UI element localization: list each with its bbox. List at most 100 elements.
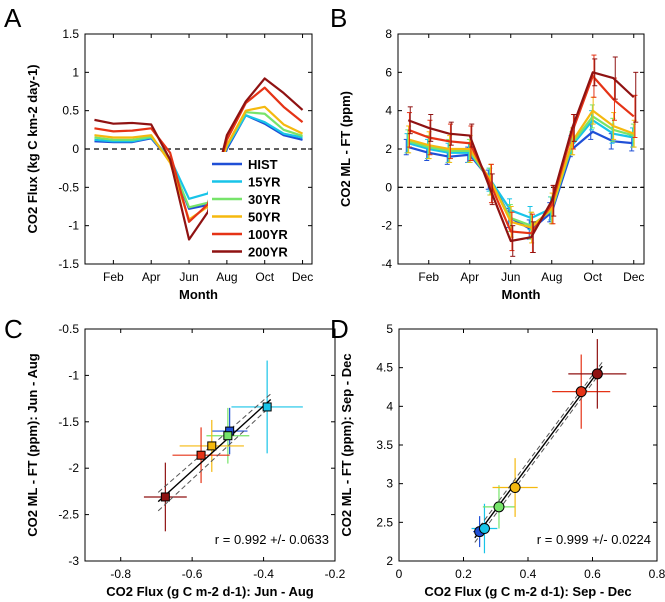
series-15yr bbox=[404, 110, 636, 230]
plot-frame-D bbox=[398, 328, 658, 562]
series-line bbox=[94, 111, 303, 209]
x-tick-label: -0.2 bbox=[325, 567, 346, 581]
legend: HIST 15YR 30YR 50YR 100YR 200YR bbox=[208, 152, 308, 260]
y-tick-label: 0 bbox=[72, 142, 79, 156]
marker-200yr bbox=[591, 368, 603, 380]
plot-frame-C bbox=[84, 328, 336, 562]
x-tick-label: -0.4 bbox=[253, 567, 274, 581]
y-tick-label: -3 bbox=[68, 554, 79, 568]
x-axis-label: Month bbox=[179, 287, 218, 302]
correlation-annotation: r = 0.999 +/- 0.0224 bbox=[537, 532, 651, 547]
series-line bbox=[407, 109, 635, 229]
y-tick-label: 4.5 bbox=[376, 361, 393, 375]
y-tick-label: -0.5 bbox=[58, 322, 79, 336]
y-tick-label: -2 bbox=[381, 219, 392, 233]
marker-30yr bbox=[493, 501, 505, 513]
y-tick-label: -1 bbox=[68, 219, 79, 233]
y-axis-label: CO2 ML - FT (ppm): Jun - Aug bbox=[25, 353, 40, 536]
panel-a-chart: 1.5 1 0.5 0 -0.5 -1 -1.5 Feb Apr Jun Aug Oct Dec Mont… bbox=[25, 27, 313, 302]
y-tick-label: 0 bbox=[385, 180, 392, 194]
y-tick-label: 8 bbox=[385, 27, 392, 41]
legend-label: 100YR bbox=[248, 227, 288, 242]
series-100yr bbox=[94, 86, 304, 223]
correlation-annotation: r = 0.992 +/- 0.0633 bbox=[215, 532, 329, 547]
series-15yr bbox=[94, 114, 303, 200]
series-line bbox=[94, 77, 304, 241]
series-line bbox=[94, 114, 303, 200]
y-tick-label: -2 bbox=[68, 461, 79, 475]
fit-confidence-line bbox=[157, 405, 272, 512]
x-tick-label: Feb bbox=[418, 270, 439, 284]
legend-label: HIST bbox=[248, 157, 278, 172]
y-axis-label: CO2 ML - FT (ppm) bbox=[338, 91, 353, 207]
y-tick-label: -1 bbox=[68, 368, 79, 382]
legend-box bbox=[208, 152, 308, 260]
y-tick-label: 2.5 bbox=[376, 515, 393, 529]
x-tick-label: 0.4 bbox=[520, 567, 537, 581]
y-tick-label: 0.5 bbox=[62, 104, 79, 118]
series-200yr bbox=[407, 56, 639, 257]
series-line bbox=[407, 119, 634, 220]
series-30yr bbox=[94, 111, 303, 209]
series-line bbox=[407, 71, 635, 243]
x-tick-label: Dec bbox=[623, 270, 644, 284]
x-tick-label: Aug bbox=[541, 270, 562, 284]
legend-label: 50YR bbox=[248, 210, 281, 225]
x-axis-label: CO2 Flux (g C m-2 d-1): Jun - Aug bbox=[106, 584, 314, 599]
y-tick-label: 4 bbox=[386, 399, 393, 413]
x-tick-label: Feb bbox=[103, 270, 124, 284]
x-tick-label: Jun bbox=[179, 270, 198, 284]
y-tick-label: -4 bbox=[381, 257, 392, 271]
y-tick-label: -1.5 bbox=[58, 415, 79, 429]
y-tick-label: 3 bbox=[386, 477, 393, 491]
x-tick-label: Jun bbox=[501, 270, 520, 284]
x-tick-label: Dec bbox=[292, 270, 313, 284]
marker-200yr bbox=[160, 492, 170, 502]
marker-30yr bbox=[223, 431, 233, 441]
fit-confidence-line bbox=[474, 369, 603, 543]
series-line bbox=[407, 115, 635, 227]
y-tick-label: 6 bbox=[385, 65, 392, 79]
marker-100yr bbox=[196, 450, 206, 460]
y-tick-label: -1.5 bbox=[58, 257, 79, 271]
y-axis-label: CO2 ML - FT (ppm): Sep - Dec bbox=[339, 353, 354, 536]
y-tick-label: 4 bbox=[385, 104, 392, 118]
legend-label: 200YR bbox=[248, 245, 288, 260]
x-axis-label: Month bbox=[502, 287, 541, 302]
y-axis-label: CO2 Flux (kg C km-2 day-1) bbox=[25, 64, 40, 233]
x-tick-label: 0.2 bbox=[455, 567, 472, 581]
y-tick-label: 3.5 bbox=[376, 438, 393, 452]
marker-50yr bbox=[509, 482, 521, 494]
fit-line bbox=[157, 399, 272, 503]
marker-15yr bbox=[478, 523, 490, 535]
legend-label: 15YR bbox=[248, 175, 281, 190]
panel-d-chart: 5 4.5 4 3.5 3 2.5 20 0.2 0.4 0.6 0.8 CO2 Flux (g C … bbox=[339, 322, 665, 599]
x-tick-label: 0.8 bbox=[649, 567, 665, 581]
x-tick-label: 0.6 bbox=[584, 567, 601, 581]
legend-label: 30YR bbox=[248, 192, 281, 207]
x-tick-label: -0.6 bbox=[182, 567, 203, 581]
series-100yr bbox=[406, 54, 638, 253]
x-tick-label: 0 bbox=[396, 567, 403, 581]
series-50yr bbox=[406, 96, 637, 244]
x-tick-label: Oct bbox=[583, 270, 602, 284]
y-tick-label: 1 bbox=[72, 65, 79, 79]
panel-letter-a: A bbox=[4, 3, 22, 33]
x-axis-label: CO2 Flux (g C m-2 d-1): Sep - Dec bbox=[424, 584, 631, 599]
y-tick-label: 5 bbox=[386, 322, 393, 336]
marker-100yr bbox=[575, 386, 587, 398]
x-tick-label: Aug bbox=[216, 270, 237, 284]
y-tick-label: 2 bbox=[385, 142, 392, 156]
marker-50yr bbox=[207, 441, 217, 451]
y-tick-label: -2.5 bbox=[58, 508, 79, 522]
series-line bbox=[94, 86, 304, 223]
panel-b-chart: 8 6 4 2 0 -2 -4 Feb Apr Jun Aug Oct Dec Month CO2 ML -… bbox=[338, 27, 645, 302]
series-line bbox=[407, 75, 635, 235]
y-tick-label: 2 bbox=[386, 554, 393, 568]
panel-letter-b: B bbox=[330, 3, 347, 33]
y-tick-label: -0.5 bbox=[58, 180, 79, 194]
series-200yr bbox=[94, 77, 304, 241]
panel-letter-c: C bbox=[4, 314, 23, 344]
marker-15yr bbox=[262, 402, 272, 412]
